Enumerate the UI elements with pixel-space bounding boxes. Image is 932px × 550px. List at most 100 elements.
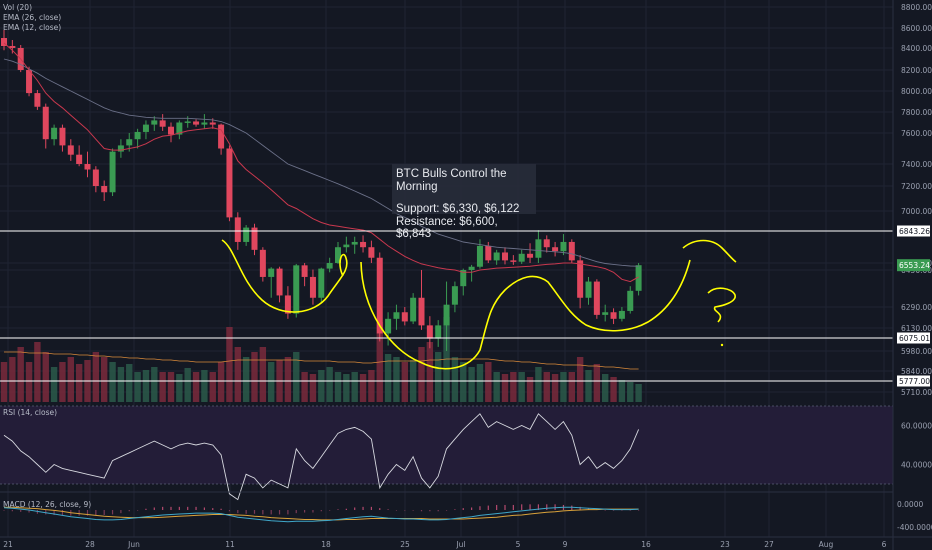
- volume-bar: [551, 374, 559, 402]
- candle-body: [443, 304, 450, 326]
- rsi-tick-label: 60.0000: [901, 422, 932, 431]
- candle-body: [117, 145, 124, 152]
- time-tick-label: 27: [764, 540, 774, 549]
- price-tick-label: 5710.00: [901, 388, 932, 397]
- candle: [627, 286, 634, 314]
- drawing-middle-curve: [360, 259, 691, 370]
- candle: [201, 114, 208, 129]
- candle-body: [527, 253, 534, 258]
- time-tick-label: 25: [400, 540, 410, 549]
- candle: [560, 234, 567, 256]
- macd-histogram-bar: [245, 510, 247, 514]
- current-price-tag: [897, 259, 930, 272]
- candle-body: [142, 124, 149, 132]
- candle-body: [84, 164, 91, 170]
- time-tick-label: 21: [3, 540, 13, 549]
- price-tick-label: 7200.00: [901, 182, 932, 191]
- macd-histogram-bar: [554, 504, 556, 510]
- candle: [393, 304, 400, 330]
- level-price-tag: [897, 332, 930, 344]
- macd-histogram-bar: [86, 510, 89, 516]
- chart-note[interactable]: BTC Bulls Control the Morning Support: $…: [392, 164, 536, 240]
- volume-bar: [101, 357, 108, 402]
- candle: [42, 103, 49, 149]
- candle-body: [493, 252, 500, 261]
- legend-ema26: EMA (26, close): [3, 13, 62, 22]
- macd-histogram-bar: [504, 504, 506, 510]
- volume-bar: [34, 342, 41, 402]
- candle-body: [585, 281, 592, 298]
- macd-histogram-bar: [412, 510, 414, 511]
- macd-histogram-bar: [128, 510, 130, 512]
- candle-body: [393, 312, 400, 319]
- candlesticks[interactable]: [1, 30, 642, 351]
- macd-histogram-bar: [304, 510, 306, 513]
- volume-bar: [151, 367, 158, 402]
- macd-histogram-bar: [537, 504, 539, 510]
- candle: [568, 239, 575, 263]
- macd-histogram-bar: [521, 504, 523, 510]
- macd-histogram-bar: [629, 510, 631, 511]
- time-tick-label: 6: [882, 540, 887, 549]
- candle-body: [159, 120, 166, 127]
- candle-body: [151, 120, 158, 125]
- macd-histogram-bar: [262, 510, 264, 515]
- volume-bar: [602, 374, 609, 402]
- price-tick-label: 7000.00: [901, 207, 932, 216]
- candle-body: [335, 247, 341, 263]
- volume-bar: [368, 370, 375, 402]
- volume-bar: [318, 370, 325, 402]
- macd-histogram-bar: [512, 504, 514, 510]
- note-title: BTC Bulls Control the Morning: [396, 168, 507, 193]
- volume-ma-line: [4, 351, 639, 370]
- candle-body: [510, 260, 517, 262]
- candle: [318, 267, 325, 303]
- volume-bar: [134, 372, 141, 402]
- candle: [502, 247, 508, 265]
- candle: [335, 241, 341, 264]
- candle: [67, 139, 74, 161]
- price-tick-label: 8200.00: [901, 66, 932, 75]
- volume-bar: [526, 377, 534, 402]
- candle: [293, 263, 300, 318]
- candle: [426, 316, 433, 349]
- candle-body: [234, 217, 241, 242]
- horizontal-levels[interactable]: [0, 230, 893, 382]
- macd-histogram-bar: [337, 509, 339, 510]
- macd-histogram-bar: [496, 504, 498, 510]
- candle-body: [268, 268, 275, 277]
- candle: [268, 267, 275, 298]
- macd-histogram-bar: [429, 510, 431, 512]
- candle: [251, 223, 258, 256]
- volume-bar: [309, 374, 317, 402]
- volume-bar: [167, 372, 175, 402]
- volume-bar: [209, 372, 216, 402]
- candle-body: [568, 241, 575, 261]
- volume-bar: [343, 374, 350, 402]
- volume-bar: [50, 367, 58, 402]
- candle-body: [351, 241, 358, 245]
- volume-bar: [627, 382, 634, 402]
- macd-histogram-bar: [287, 510, 289, 515]
- level-price-label: 6075.01: [899, 334, 930, 343]
- volume-bar: [593, 364, 601, 402]
- candle-body: [201, 122, 208, 125]
- candle: [193, 119, 200, 127]
- time-tick-label: 5: [516, 540, 521, 549]
- volume-bar: [418, 347, 425, 402]
- volume-bar: [234, 347, 241, 402]
- candle-body: [193, 121, 200, 125]
- volume-bar: [568, 372, 575, 402]
- volume-bar: [501, 374, 509, 402]
- macd-histogram-bar: [621, 510, 623, 511]
- candle: [92, 166, 99, 193]
- candle-body: [368, 247, 375, 258]
- volume-bar: [443, 317, 450, 402]
- candle: [635, 263, 642, 296]
- candle-body: [618, 310, 625, 319]
- level-price-label: 5777.00: [899, 377, 930, 386]
- candle-body: [343, 244, 350, 248]
- ema12-line: [3, 42, 639, 283]
- volume-bar: [284, 357, 292, 402]
